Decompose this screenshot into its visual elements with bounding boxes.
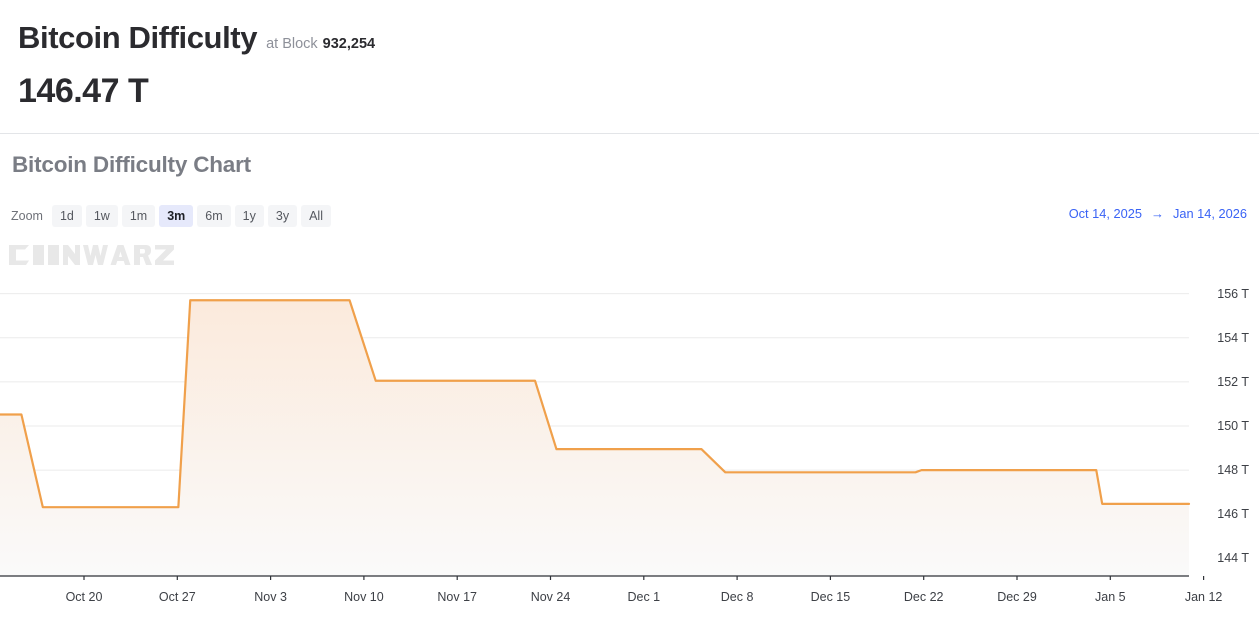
block-number: 932,254 xyxy=(322,36,376,52)
x-axis-tick-label: Dec 29 xyxy=(997,590,1037,604)
x-axis-tick-label: Jan 12 xyxy=(1184,590,1223,604)
zoom-button-6m[interactable]: 6m xyxy=(197,205,231,228)
arrow-right-icon: → xyxy=(1150,206,1164,221)
zoom-label: Zoom xyxy=(11,209,43,224)
date-range-end[interactable]: Jan 14, 2026 xyxy=(1172,206,1247,221)
zoom-button-1m[interactable]: 1m xyxy=(121,205,156,228)
at-block-label: at Block xyxy=(266,36,318,52)
x-axis-tick-label: Dec 15 xyxy=(810,590,851,604)
zoom-button-1w[interactable]: 1w xyxy=(85,205,118,228)
zoom-button-1y[interactable]: 1y xyxy=(234,205,264,228)
chart-plot-area[interactable] xyxy=(0,270,1259,580)
zoom-button-all[interactable]: All xyxy=(301,205,331,228)
difficulty-line-series[interactable] xyxy=(0,299,1191,509)
zoom-button-1d[interactable]: 1d xyxy=(51,205,82,228)
x-axis-tick-label: Jan 5 xyxy=(1095,590,1126,604)
x-axis-tick-label: Oct 20 xyxy=(65,590,103,604)
zoom-button-3y[interactable]: 3y xyxy=(267,205,298,228)
x-axis-tick-label: Dec 8 xyxy=(720,590,754,604)
x-axis-tick-label: Oct 27 xyxy=(158,590,196,604)
page-header: Bitcoin Difficulty at Block 932,254 146.… xyxy=(0,0,1259,134)
x-axis-tick-label: Dec 22 xyxy=(903,590,944,604)
date-range: Oct 14, 2025 → Jan 14, 2026 xyxy=(1069,206,1247,221)
coinwarz-watermark-logo xyxy=(8,242,178,268)
zoom-button-group: 1d 1w 1m 3m 6m 1y 3y All xyxy=(51,205,331,228)
zoom-range-selector: Zoom 1d 1w 1m 3m 6m 1y 3y All xyxy=(11,205,331,228)
x-axis-tick-label: Dec 1 xyxy=(627,590,661,604)
x-axis-tick-label: Nov 10 xyxy=(344,590,384,604)
x-axis-tick-label: Nov 24 xyxy=(530,590,571,604)
x-axis-labels: Oct 20 Oct 27 Nov 3 Nov 10 Nov 17 Nov 24 Dec 1… xyxy=(0,586,1259,616)
chart-area-fill xyxy=(0,300,1189,576)
title-row: Bitcoin Difficulty at Block 932,254 xyxy=(18,22,375,53)
x-axis-tick-label: Nov 3 xyxy=(254,590,287,604)
x-axis-tick-label: Nov 17 xyxy=(437,590,477,604)
chart-title: Bitcoin Difficulty Chart xyxy=(12,152,251,177)
zoom-button-3m[interactable]: 3m xyxy=(159,205,194,228)
date-range-start[interactable]: Oct 14, 2025 xyxy=(1068,206,1142,221)
page-title: Bitcoin Difficulty xyxy=(18,20,258,55)
difficulty-value: 146.47 T xyxy=(18,72,149,110)
